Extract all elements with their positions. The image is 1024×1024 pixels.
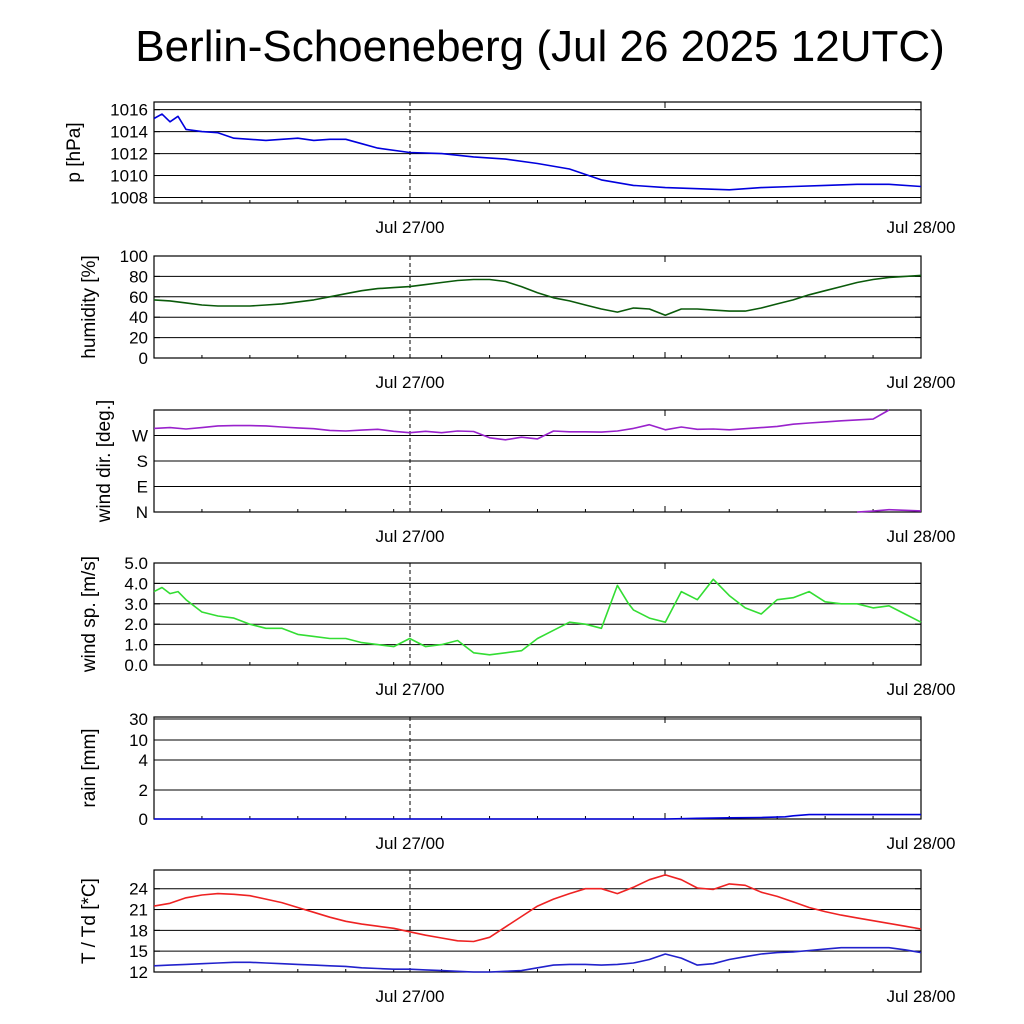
series-line: [153, 274, 922, 317]
y-axis-label: humidity [%]: [79, 255, 100, 358]
y-tick-label: E: [137, 478, 148, 497]
y-tick-label: 1008: [110, 189, 148, 208]
y-tick-label: 10: [129, 731, 148, 750]
y-tick-label: 24: [129, 880, 148, 899]
y-tick-label: 0: [139, 349, 148, 368]
series-line: [857, 508, 922, 513]
y-tick-label: 2: [139, 781, 148, 800]
y-tick-label: 5.0: [124, 554, 148, 573]
y-tick-label: 4.0: [124, 574, 148, 593]
x-tick-label: Jul 27/00: [376, 987, 445, 1006]
x-tick-label: Jul 28/00: [887, 680, 956, 699]
chart-title: Berlin-Schoeneberg (Jul 26 2025 12UTC): [135, 22, 945, 71]
y-tick-label: 3.0: [124, 595, 148, 614]
x-tick-label: Jul 28/00: [887, 527, 956, 546]
x-tick-label: Jul 28/00: [887, 218, 956, 237]
series-line: [154, 813, 921, 820]
y-tick-label: 60: [129, 288, 148, 307]
panel-5: 30 104 2 0 Jul 27/00 Jul 28/00 rain [mm]: [79, 710, 956, 853]
y-tick-label: 20: [129, 329, 148, 348]
y-tick-label: 21: [129, 901, 148, 920]
plot-frame: [153, 101, 922, 204]
y-tick-label: 1016: [110, 101, 148, 120]
x-tick-label: Jul 28/00: [887, 987, 956, 1006]
x-tick-label: Jul 27/00: [376, 373, 445, 392]
y-tick-label: 4: [139, 751, 148, 770]
x-tick-label: Jul 28/00: [887, 373, 956, 392]
x-tick-label: Jul 27/00: [376, 218, 445, 237]
y-tick-label: 1.0: [124, 636, 148, 655]
plot-frame: [153, 255, 922, 359]
y-axis-label: T / Td [*C]: [79, 878, 100, 964]
y-tick-label: 0: [139, 810, 148, 829]
y-tick-label: 15: [129, 942, 148, 961]
y-tick-label: 80: [129, 267, 148, 286]
y-tick-label: S: [137, 452, 148, 471]
y-tick-label: 0.0: [124, 656, 148, 675]
y-tick-label: 2.0: [124, 615, 148, 634]
series-line: [153, 874, 922, 943]
y-tick-label: 12: [129, 963, 148, 982]
x-tick-label: Jul 27/00: [376, 834, 445, 853]
panel-1: 1016 1014 1012 1010 1008 Jul 27/00 Jul 28/00 p …: [64, 101, 956, 237]
y-axis-label: rain [mm]: [79, 728, 100, 807]
y-tick-label: 1012: [110, 145, 148, 164]
y-tick-label: 100: [120, 247, 148, 266]
y-tick-label: 40: [129, 308, 148, 327]
y-tick-label: 18: [129, 921, 148, 940]
y-tick-label: 1010: [110, 167, 148, 186]
plot-frame: [153, 716, 922, 820]
series-line: [153, 946, 922, 973]
y-axis-label: p [hPa]: [64, 122, 85, 182]
plot-frame: [153, 869, 922, 973]
y-tick-label: W: [132, 427, 148, 446]
series-line: [153, 113, 922, 191]
y-axis-label: wind dir. [deg.]: [94, 400, 115, 524]
x-tick-label: Jul 27/00: [376, 527, 445, 546]
y-tick-label: 30: [129, 710, 148, 729]
plot-frame: [153, 409, 922, 513]
series-line: [153, 409, 890, 441]
series-line: [153, 578, 922, 656]
panel-4: 5.04.0 3.02.0 1.00.0 Jul 27/00 Jul 28/00 wind…: [79, 554, 956, 699]
y-tick-label: 1014: [110, 123, 148, 142]
x-tick-label: Jul 27/00: [376, 680, 445, 699]
y-tick-label: N: [136, 503, 148, 522]
plot-frame: [153, 562, 922, 666]
x-tick-label: Jul 28/00: [887, 834, 956, 853]
y-axis-label: wind sp. [m/s]: [79, 556, 100, 673]
